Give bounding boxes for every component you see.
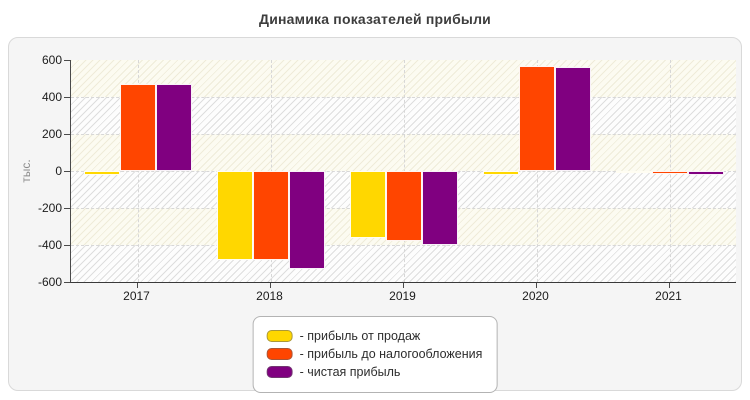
x-tick-label: 2020 xyxy=(522,289,549,303)
bar-2021-series-2 xyxy=(651,171,688,174)
vertical-gridline xyxy=(137,60,139,282)
bar-2021-series-1 xyxy=(615,171,652,173)
bar-2020-series-1 xyxy=(482,171,519,175)
plot-area xyxy=(70,60,736,283)
bar-2017-series-1 xyxy=(83,171,120,175)
y-tick xyxy=(64,60,70,61)
bar-2018-series-1 xyxy=(216,171,253,260)
legend-item: - прибыль от продаж xyxy=(266,329,483,343)
y-tick-label: 600 xyxy=(41,53,62,67)
x-tick-label: 2018 xyxy=(256,289,283,303)
bar-2019-series-3 xyxy=(421,171,458,245)
y-tick-label: -200 xyxy=(37,201,62,215)
legend-label: - прибыль до налогообложения xyxy=(299,347,483,361)
x-tick xyxy=(269,283,271,288)
y-axis-title: тыс. xyxy=(19,159,33,183)
bar-2017-series-3 xyxy=(155,84,192,171)
bar-2020-series-3 xyxy=(554,67,591,171)
chart-card xyxy=(8,37,742,391)
bar-2020-series-2 xyxy=(518,65,555,171)
legend-label: - прибыль от продаж xyxy=(299,329,421,343)
bar-2019-series-1 xyxy=(349,171,386,238)
legend-box: - прибыль от продаж - прибыль до налогооб… xyxy=(252,316,498,393)
bar-2019-series-2 xyxy=(385,171,422,242)
x-tick-label: 2019 xyxy=(389,289,416,303)
bar-2021-series-3 xyxy=(687,171,724,175)
legend-swatch xyxy=(266,348,293,360)
y-tick-label: 0 xyxy=(55,164,62,178)
y-tick-label: 400 xyxy=(41,90,62,104)
x-tick xyxy=(136,283,138,288)
y-tick-label: 200 xyxy=(41,127,62,141)
y-tick xyxy=(64,171,70,172)
legend-item: - прибыль до налогообложения xyxy=(266,347,483,361)
legend-swatch xyxy=(266,330,293,342)
x-tick-label: 2021 xyxy=(655,289,682,303)
bar-2018-series-2 xyxy=(252,171,289,260)
legend-item: - чистая прибыль xyxy=(266,365,483,379)
vertical-gridline xyxy=(536,60,538,282)
chart-title: Динамика показателей прибыли xyxy=(259,11,491,27)
y-tick xyxy=(64,245,70,246)
bar-2018-series-3 xyxy=(288,171,325,270)
x-tick xyxy=(668,283,670,288)
x-tick-label: 2017 xyxy=(123,289,150,303)
legend-label: - чистая прибыль xyxy=(299,365,401,379)
y-tick-label: -600 xyxy=(37,275,62,289)
y-tick xyxy=(64,208,70,209)
y-tick xyxy=(64,134,70,135)
bar-2017-series-2 xyxy=(119,84,156,171)
y-tick xyxy=(64,282,70,283)
y-tick xyxy=(64,97,70,98)
x-tick xyxy=(402,283,404,288)
legend-swatch xyxy=(266,366,293,378)
x-tick xyxy=(535,283,537,288)
y-tick-label: -400 xyxy=(37,238,62,252)
